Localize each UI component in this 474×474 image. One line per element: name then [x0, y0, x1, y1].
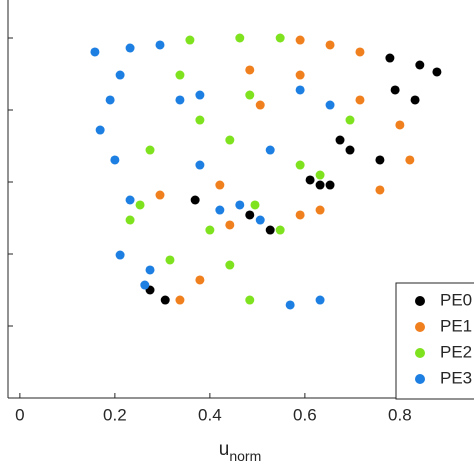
- x-axis-label: unorm: [219, 439, 261, 464]
- point: [95, 125, 105, 135]
- point: [155, 40, 165, 50]
- point: [195, 160, 205, 170]
- point: [235, 200, 245, 210]
- point: [90, 47, 100, 57]
- point: [325, 180, 335, 190]
- point: [345, 115, 355, 125]
- point: [125, 195, 135, 205]
- point: [250, 200, 260, 210]
- point: [315, 180, 325, 190]
- point: [275, 225, 285, 235]
- point: [245, 295, 255, 305]
- point: [390, 85, 400, 95]
- point: [405, 155, 415, 165]
- point: [195, 115, 205, 125]
- point: [245, 90, 255, 100]
- point: [385, 53, 395, 63]
- point: [225, 135, 235, 145]
- point: [295, 85, 305, 95]
- point: [345, 145, 355, 155]
- point: [255, 215, 265, 225]
- point: [245, 210, 255, 220]
- point: [205, 225, 215, 235]
- point: [295, 70, 305, 80]
- point: [105, 95, 115, 105]
- x-tick-label: 0.4: [198, 405, 222, 424]
- point: [215, 205, 225, 215]
- x-tick-label: 0.2: [103, 405, 127, 424]
- point: [225, 220, 235, 230]
- point: [125, 43, 135, 53]
- x-tick-label: 0: [15, 405, 24, 424]
- legend-label: PE3: [440, 368, 472, 387]
- point: [265, 225, 275, 235]
- x-tick-label: 0.6: [293, 405, 317, 424]
- point: [315, 170, 325, 180]
- point: [415, 60, 425, 70]
- point: [335, 135, 345, 145]
- point: [285, 300, 295, 310]
- point: [175, 295, 185, 305]
- legend-label: PE2: [440, 342, 472, 361]
- x-label-base: u: [219, 439, 230, 460]
- point: [315, 295, 325, 305]
- point: [325, 40, 335, 50]
- legend-marker: [415, 322, 425, 332]
- x-label-sub: norm: [229, 448, 261, 464]
- point: [160, 295, 170, 305]
- point: [245, 65, 255, 75]
- legend-label: PE1: [440, 316, 472, 335]
- point: [135, 200, 145, 210]
- point: [295, 160, 305, 170]
- legend-label: PE0: [440, 290, 472, 309]
- point: [140, 280, 150, 290]
- point: [432, 67, 442, 77]
- plot-area: [90, 33, 442, 310]
- point: [325, 100, 335, 110]
- point: [175, 70, 185, 80]
- point: [295, 35, 305, 45]
- point: [225, 260, 235, 270]
- point: [115, 70, 125, 80]
- point: [155, 190, 165, 200]
- point: [110, 155, 120, 165]
- point: [315, 205, 325, 215]
- point: [410, 95, 420, 105]
- point: [215, 180, 225, 190]
- point: [275, 33, 285, 43]
- point: [255, 100, 265, 110]
- point: [375, 185, 385, 195]
- point: [355, 47, 365, 57]
- point: [175, 95, 185, 105]
- point: [190, 195, 200, 205]
- point: [355, 95, 365, 105]
- legend-marker: [415, 374, 425, 384]
- point: [265, 145, 275, 155]
- point: [305, 175, 315, 185]
- point: [235, 33, 245, 43]
- point: [195, 90, 205, 100]
- point: [125, 215, 135, 225]
- legend-marker: [415, 296, 425, 306]
- point: [375, 155, 385, 165]
- point: [195, 275, 205, 285]
- point: [145, 145, 155, 155]
- legend-box: [395, 282, 474, 400]
- point: [395, 120, 405, 130]
- legend-marker: [415, 348, 425, 358]
- point: [115, 250, 125, 260]
- point: [165, 255, 175, 265]
- point: [295, 210, 305, 220]
- point: [185, 35, 195, 45]
- point: [145, 265, 155, 275]
- x-tick-label: 0.8: [388, 405, 412, 424]
